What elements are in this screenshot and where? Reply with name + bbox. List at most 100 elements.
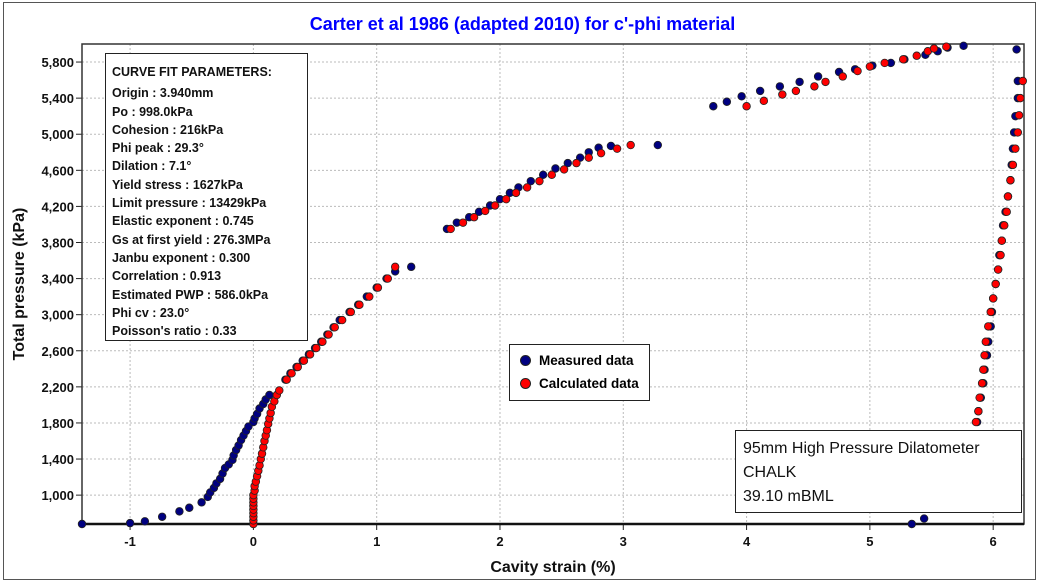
params-list: Origin : 3.940mm Po : 998.0kPa Cohesion : … xyxy=(112,84,307,340)
measured-data-point xyxy=(737,92,746,101)
y-tick-label: 2,200 xyxy=(41,380,74,395)
params-title: CURVE FIT PARAMETERS: xyxy=(112,65,272,79)
calculated-data-point xyxy=(1006,176,1015,185)
measured-data-point xyxy=(526,176,536,186)
legend-marker-calculated xyxy=(520,378,531,389)
measured-data-point xyxy=(157,512,167,521)
calculated-data-point xyxy=(559,165,569,174)
measured-data-point xyxy=(907,519,916,529)
y-tick-label: 1,000 xyxy=(41,488,74,503)
calculated-data-point xyxy=(365,292,374,301)
calculated-data-point xyxy=(501,194,511,204)
y-tick-label: 2,600 xyxy=(41,344,74,359)
measured-data-point xyxy=(795,77,804,87)
param-line: Correlation : 0.913 xyxy=(112,269,222,284)
calculated-data-point xyxy=(984,322,993,331)
measured-data-point xyxy=(563,158,572,168)
calculated-data-point xyxy=(293,362,302,372)
calculated-data-point xyxy=(355,300,364,309)
y-tick-label: 4,600 xyxy=(41,163,74,178)
test-info-box: 95mm High Pressure Dilatometer CHALK 39.… xyxy=(735,430,1022,513)
curve-fit-parameters-box: CURVE FIT PARAMETERS: Origin : 3.940mm Po… xyxy=(105,53,308,341)
calculated-data-point xyxy=(535,176,544,186)
calculated-data-point xyxy=(318,337,327,346)
calculated-data-point xyxy=(337,315,347,325)
info-line: 95mm High Pressure Dilatometer xyxy=(743,440,980,457)
calculated-data-point xyxy=(979,365,988,374)
calculated-data-point xyxy=(1000,221,1009,230)
calculated-data-point xyxy=(981,337,990,346)
param-line: Gs at first yield : 276.3MPa xyxy=(112,232,271,247)
calculated-data-point xyxy=(1008,160,1018,170)
calculated-data-point xyxy=(988,294,998,303)
measured-data-point xyxy=(959,41,968,51)
calculated-data-point xyxy=(458,218,468,227)
measured-data-point xyxy=(813,72,823,81)
x-tick-label: 1 xyxy=(373,534,380,549)
calculated-data-point xyxy=(980,351,989,360)
param-line: Phi peak : 29.3° xyxy=(112,141,204,156)
y-tick-label: 5,000 xyxy=(41,127,74,142)
param-line: Cohesion : 216kPa xyxy=(112,122,224,137)
legend-marker-measured xyxy=(520,355,531,366)
measured-data-point xyxy=(551,164,560,173)
legend-label: Calculated data xyxy=(539,376,639,391)
calculated-data-point xyxy=(759,96,769,106)
measured-data-point xyxy=(755,86,765,96)
calculated-data-point xyxy=(584,153,593,162)
y-tick-label: 3,400 xyxy=(41,272,74,287)
param-line: Janbu exponent : 0.300 xyxy=(112,250,251,265)
calculated-data-point xyxy=(572,158,581,168)
y-tick-label: 1,800 xyxy=(41,416,74,431)
calculated-data-point xyxy=(1013,128,1023,137)
calculated-data-point xyxy=(330,323,339,332)
x-tick-label: -1 xyxy=(124,534,136,549)
calculated-data-point xyxy=(821,77,830,87)
calculated-data-point xyxy=(986,307,995,317)
calculated-data-point xyxy=(942,42,951,51)
calculated-data-point xyxy=(997,236,1007,245)
y-tick-label: 4,200 xyxy=(41,199,74,214)
measured-data-point xyxy=(77,519,87,529)
calculated-data-point xyxy=(373,283,383,292)
calculated-data-point xyxy=(742,102,751,111)
measured-data-point xyxy=(175,507,184,516)
calculated-data-point xyxy=(993,265,1003,274)
legend-item-calculated: Calculated data xyxy=(520,376,639,391)
measured-data-point xyxy=(140,517,150,526)
x-tick-label: 6 xyxy=(990,534,997,549)
calculated-data-point xyxy=(975,393,984,402)
calculated-data-point xyxy=(898,55,908,64)
calculated-data-point xyxy=(1002,207,1011,217)
calculated-data-point xyxy=(626,140,635,150)
calculated-data-point xyxy=(1011,144,1020,153)
param-line: Dilation : 7.1° xyxy=(112,159,192,174)
calculated-data-point xyxy=(383,274,392,283)
calculated-data-point xyxy=(446,224,455,234)
calculated-data-point xyxy=(929,44,939,53)
calculated-data-point xyxy=(324,330,333,339)
x-tick-label: 0 xyxy=(250,534,257,549)
info-line: CHALK xyxy=(743,464,797,481)
calculated-data-point xyxy=(991,279,1000,289)
calculated-data-point xyxy=(299,356,309,365)
y-tick-label: 3,000 xyxy=(41,308,74,323)
calculated-data-point xyxy=(469,213,479,222)
x-tick-label: 3 xyxy=(620,534,627,549)
param-line: Poisson's ratio : 0.33 xyxy=(112,324,237,339)
calculated-data-point xyxy=(480,206,490,216)
chart-title: Carter et al 1986 (adapted 2010) for c'-… xyxy=(309,14,736,34)
param-line: Po : 998.0kPa xyxy=(112,104,193,119)
calculated-data-point xyxy=(810,82,819,91)
measured-data-point xyxy=(185,503,194,512)
param-line: Elastic exponent : 0.745 xyxy=(112,214,254,229)
info-line: 39.10 mBML xyxy=(743,488,834,505)
y-tick-label: 5,400 xyxy=(41,91,74,106)
calculated-data-point xyxy=(511,188,521,198)
x-tick-label: 5 xyxy=(866,534,873,549)
calculated-data-point xyxy=(275,386,284,395)
calculated-data-point xyxy=(996,250,1005,260)
calculated-data-point xyxy=(1014,111,1024,120)
